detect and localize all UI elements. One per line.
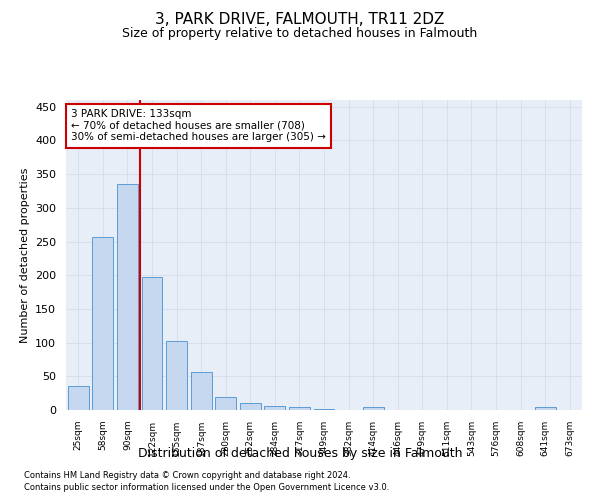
Bar xyxy=(166,340,187,410)
Bar xyxy=(240,404,261,410)
Bar xyxy=(215,397,236,410)
Text: Size of property relative to detached houses in Falmouth: Size of property relative to detached ho… xyxy=(122,28,478,40)
Bar xyxy=(68,386,89,410)
Text: Distribution of detached houses by size in Falmouth: Distribution of detached houses by size … xyxy=(138,448,462,460)
Text: Contains public sector information licensed under the Open Government Licence v3: Contains public sector information licen… xyxy=(24,484,389,492)
Bar xyxy=(265,406,286,410)
Bar xyxy=(142,277,163,410)
Bar xyxy=(289,406,310,410)
Y-axis label: Number of detached properties: Number of detached properties xyxy=(20,168,29,342)
Text: 3, PARK DRIVE, FALMOUTH, TR11 2DZ: 3, PARK DRIVE, FALMOUTH, TR11 2DZ xyxy=(155,12,445,28)
Text: Contains HM Land Registry data © Crown copyright and database right 2024.: Contains HM Land Registry data © Crown c… xyxy=(24,471,350,480)
Bar xyxy=(535,406,556,410)
Bar xyxy=(191,372,212,410)
Bar xyxy=(92,238,113,410)
Bar xyxy=(362,406,383,410)
Bar xyxy=(117,184,138,410)
Text: 3 PARK DRIVE: 133sqm
← 70% of detached houses are smaller (708)
30% of semi-deta: 3 PARK DRIVE: 133sqm ← 70% of detached h… xyxy=(71,110,326,142)
